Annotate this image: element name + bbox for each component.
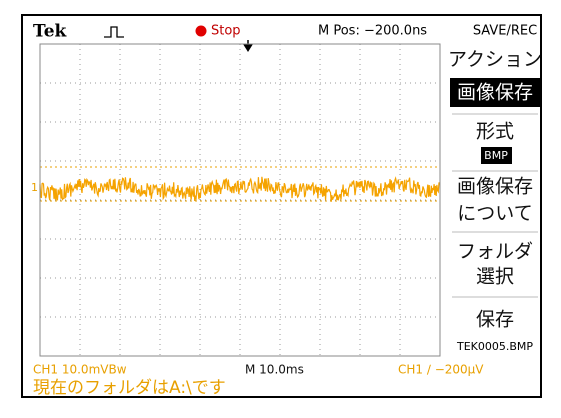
graticule-frame (39, 43, 441, 357)
graticule (40, 44, 440, 356)
menu-item[interactable]: 保存 (476, 309, 514, 331)
menu-item[interactable]: 画像保存 (457, 82, 533, 104)
format-box (481, 147, 512, 164)
waveform (39, 176, 441, 202)
menu-item[interactable]: フォルダ (457, 241, 533, 263)
menu-title: SAVE/REC (473, 24, 537, 39)
trigger-position-marker (243, 44, 253, 52)
menu-item[interactable]: 形式 (476, 121, 514, 143)
file-name: TEK0005.BMP (456, 340, 533, 353)
trigger-icon (104, 26, 124, 38)
timebase: M 10.0ms (245, 363, 304, 377)
run-status: Stop (211, 24, 241, 39)
menu-item[interactable]: について (457, 203, 532, 225)
menu-item[interactable]: 画像保存 (457, 176, 533, 198)
stop-indicator (195, 25, 207, 37)
menu-highlight (450, 78, 541, 107)
menu-item: アクション (448, 49, 542, 71)
position: M Pos: −200.0ns (318, 24, 427, 39)
menu-item[interactable]: 選択 (476, 266, 514, 288)
status-message: 現在のフォルダはA:\です (33, 378, 226, 398)
trigger-level: CH1 ∕ −200μV (398, 363, 484, 377)
channel-scale: CH1 10.0mVBw (33, 363, 127, 377)
brand: Tek (33, 22, 68, 42)
channel-marker: 1 (31, 181, 38, 194)
format-value: BMP (484, 149, 508, 162)
